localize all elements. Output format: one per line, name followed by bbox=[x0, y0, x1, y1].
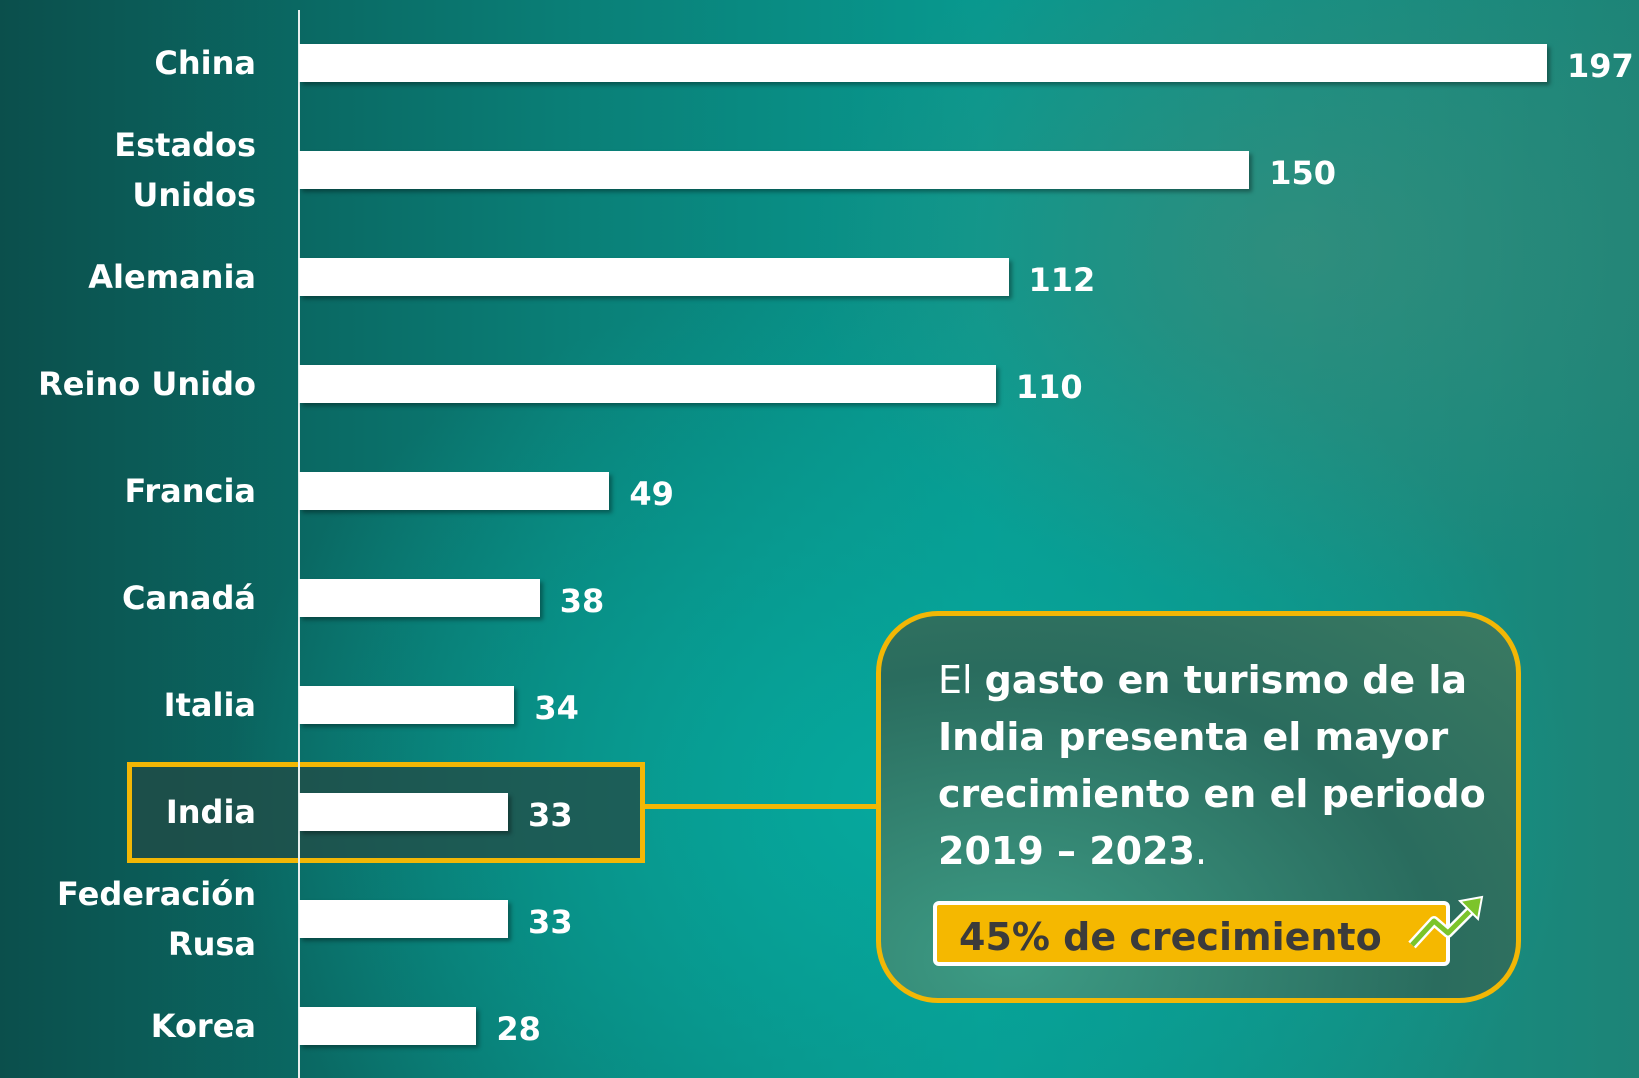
value-label: 197 bbox=[1567, 47, 1634, 85]
bar bbox=[299, 258, 1009, 296]
bar bbox=[299, 365, 996, 403]
callout-text: El gasto en turismo de la India presenta… bbox=[938, 652, 1508, 880]
y-tick-label: China bbox=[154, 44, 256, 82]
bar bbox=[299, 793, 509, 831]
value-label: 112 bbox=[1028, 261, 1096, 299]
y-tick-label: Italia bbox=[163, 686, 256, 724]
y-tick-label: India bbox=[165, 793, 256, 831]
value-label: 34 bbox=[534, 689, 579, 727]
badge: 45% de crecimiento bbox=[933, 901, 1450, 966]
value-label: 28 bbox=[496, 1010, 541, 1048]
value-label: 150 bbox=[1269, 154, 1337, 192]
callout-part: gasto en turismo de la India presenta el… bbox=[938, 658, 1486, 873]
callout-part: . bbox=[1194, 829, 1208, 873]
bar bbox=[299, 686, 515, 724]
bar bbox=[299, 44, 1547, 82]
axis-line bbox=[298, 10, 300, 1078]
y-tick-label: Estados Unidos bbox=[114, 126, 256, 214]
y-tick-label: Alemania bbox=[88, 258, 256, 296]
y-tick-label: Federación Rusa bbox=[57, 875, 256, 963]
value-label: 49 bbox=[629, 475, 674, 513]
y-tick-label: Canadá bbox=[122, 579, 256, 617]
callout-part: El bbox=[938, 658, 985, 702]
bar bbox=[299, 472, 610, 510]
value-label: 33 bbox=[528, 796, 573, 834]
growth-icon bbox=[1408, 895, 1484, 949]
connector bbox=[643, 804, 877, 809]
y-tick-label: Francia bbox=[124, 472, 257, 510]
bar bbox=[299, 579, 540, 617]
value-label: 38 bbox=[559, 582, 605, 620]
value-label: 110 bbox=[1015, 368, 1083, 406]
y-tick-label: Reino Unido bbox=[38, 365, 256, 403]
y-tick-label: Korea bbox=[150, 1007, 256, 1045]
value-label: 33 bbox=[528, 903, 573, 941]
callout: El gasto en turismo de la India presenta… bbox=[876, 611, 1521, 1003]
bar bbox=[299, 900, 509, 938]
highlight-box bbox=[127, 762, 645, 863]
bar bbox=[299, 151, 1250, 189]
bar bbox=[299, 1007, 477, 1045]
